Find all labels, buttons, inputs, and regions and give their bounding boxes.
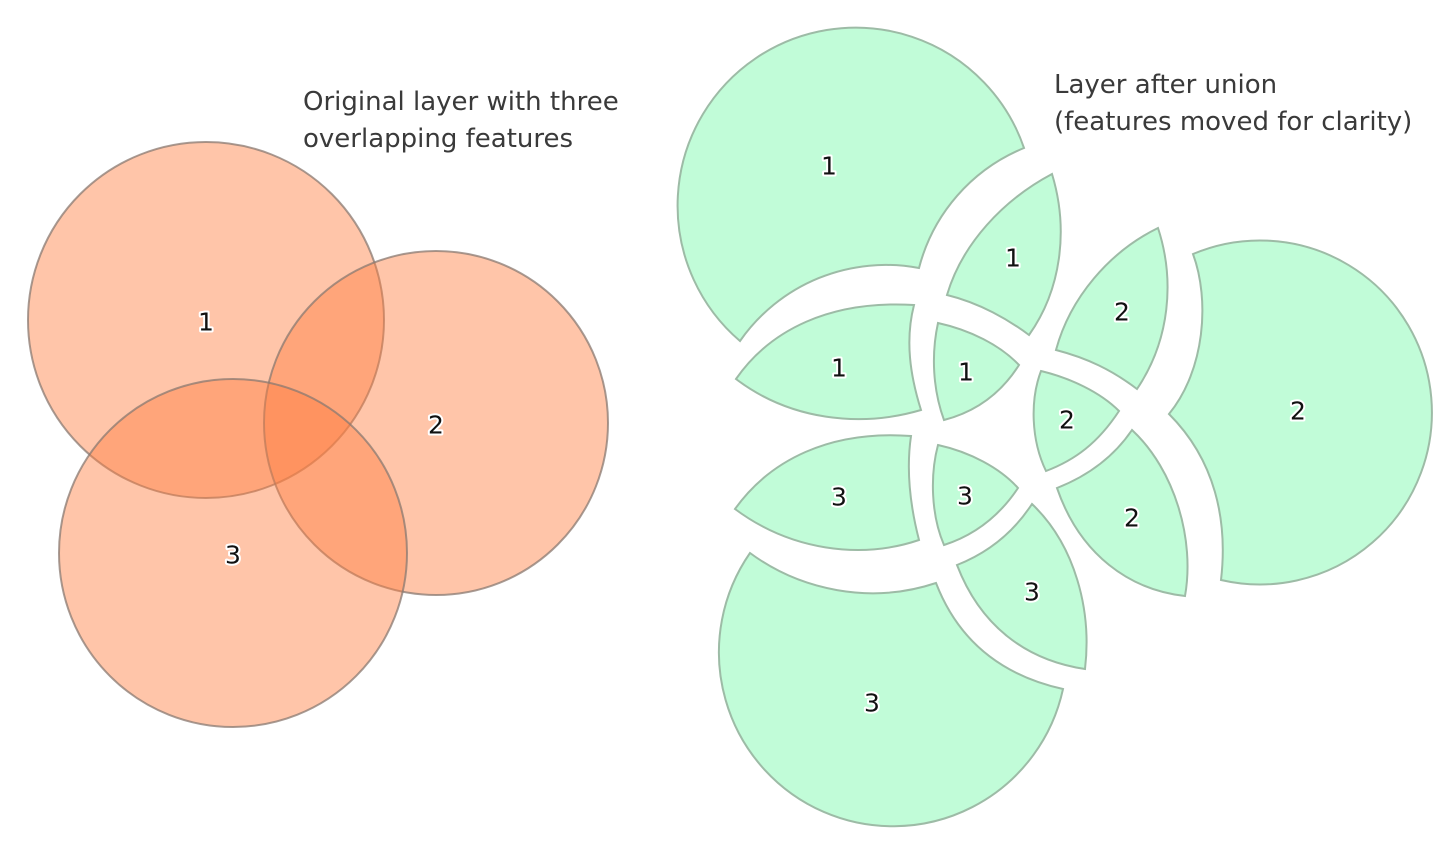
union-piece — [945, 172, 1062, 337]
union-piece-label: 2 — [1114, 298, 1130, 327]
union-piece — [717, 551, 1065, 828]
union-piece — [1055, 428, 1189, 598]
union-piece-label: 3 — [957, 482, 973, 511]
union-layer: 1 1 1 1 2 2 2 2 3 3 3 3 — [676, 26, 1433, 828]
union-piece-label: 3 — [864, 689, 880, 718]
caption-line: Original layer with three — [303, 87, 619, 117]
original-feature-label: 3 — [225, 541, 241, 570]
union-piece — [734, 303, 923, 421]
union-piece-label: 3 — [1024, 578, 1040, 607]
original-feature-2 — [263, 250, 609, 596]
union-piece — [955, 502, 1088, 671]
union-piece — [1032, 369, 1121, 473]
union-piece-label: 1 — [831, 354, 847, 383]
union-piece-label: 1 — [958, 358, 974, 387]
union-piece-label: 3 — [831, 483, 847, 512]
union-piece — [676, 26, 1026, 343]
union-piece — [1054, 226, 1169, 391]
caption-line: (features moved for clarity) — [1054, 107, 1413, 137]
original-feature-label: 2 — [428, 411, 444, 440]
caption-line: Layer after union — [1054, 70, 1278, 100]
original-layer-caption: Original layer with three overlapping fe… — [303, 84, 619, 158]
union-piece-label: 1 — [821, 152, 837, 181]
union-piece-label: 1 — [1005, 244, 1021, 273]
union-piece-label: 2 — [1059, 406, 1075, 435]
union-piece-label: 2 — [1124, 504, 1140, 533]
union-layer-caption: Layer after union (features moved for cl… — [1054, 67, 1412, 141]
union-piece-label: 2 — [1290, 397, 1306, 426]
original-feature-3 — [58, 378, 408, 728]
union-piece — [733, 434, 921, 551]
union-piece — [931, 443, 1020, 547]
union-piece — [1167, 239, 1433, 586]
caption-line: overlapping features — [303, 124, 574, 154]
original-feature-1 — [27, 141, 385, 499]
union-piece — [932, 321, 1021, 422]
original-layer: 1 2 3 — [27, 141, 609, 728]
original-feature-label: 1 — [198, 308, 214, 337]
